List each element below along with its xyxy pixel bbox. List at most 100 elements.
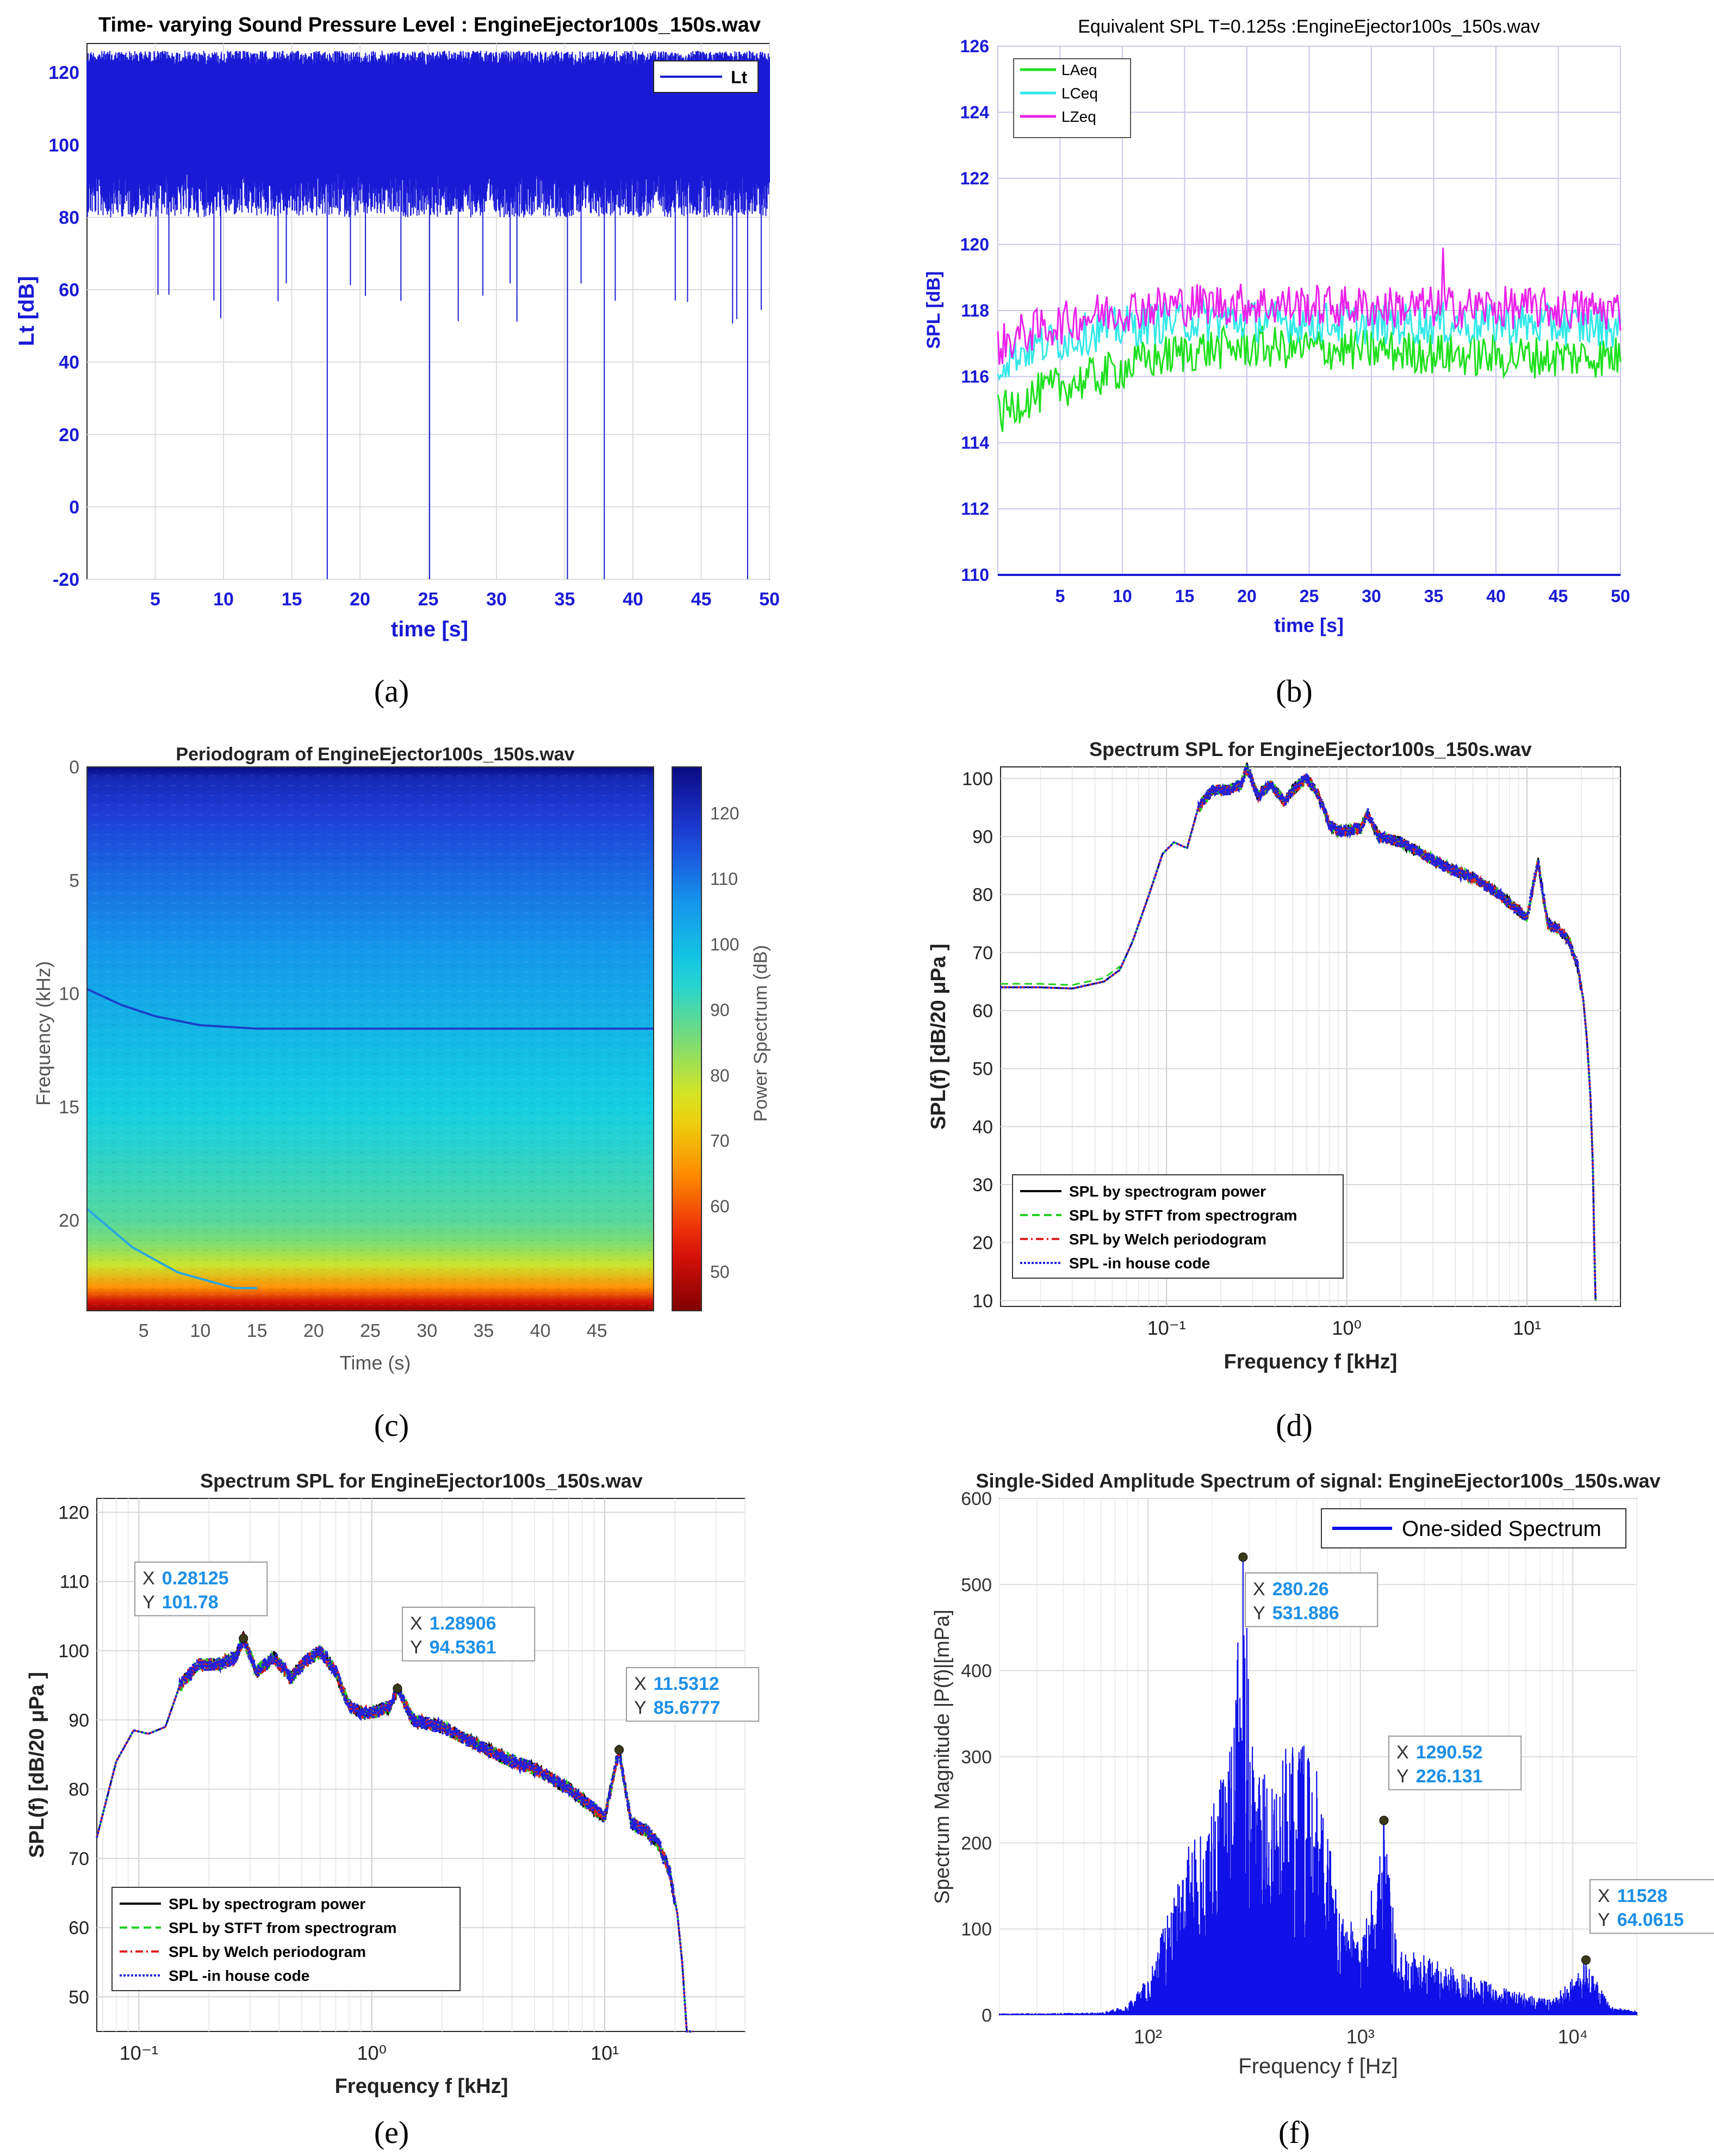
- legend-label: SPL by Welch periodogram: [169, 1943, 366, 1960]
- chart-title: Equivalent SPL T=0.125s :EngineEjector10…: [1078, 16, 1540, 37]
- colorbar-tick-label: 90: [710, 1000, 730, 1020]
- y-tick-label: 100: [48, 135, 79, 156]
- y-tick-labels: 0 5 10 15 20: [59, 757, 79, 1231]
- x-tick-label: 10⁰: [1332, 1317, 1361, 1339]
- colorbar-label: Power Spectrum (dB): [750, 945, 771, 1122]
- x-axis-label: Frequency f [kHz]: [335, 2075, 508, 2098]
- caption-c: (c): [374, 1408, 409, 1443]
- colorbar-tick-label: 70: [710, 1131, 730, 1151]
- y-tick-label: 60: [59, 280, 79, 301]
- x-tick-label: 30: [417, 1321, 437, 1341]
- datatip-y-value: 531.886: [1272, 1603, 1339, 1624]
- panel-c-chart: 50 60 70 80 90 100 110 120 5 10 15 20 25 30 35 40 45 0 5…: [32, 744, 771, 1374]
- lt-trace: [86, 51, 770, 579]
- caption-d: (d): [1276, 1408, 1313, 1443]
- datatip-marker: [393, 1684, 402, 1694]
- legend-label: One-sided Spectrum: [1402, 1517, 1601, 1541]
- y-tick-label: 100: [58, 1641, 89, 1662]
- caption-f: (f): [1278, 2115, 1310, 2150]
- y-axis-label: Spectrum Magnitude |P(f)|[mPa]: [931, 1609, 954, 1904]
- y-tick-label: 100: [962, 769, 993, 789]
- legend-label: LZeq: [1061, 108, 1096, 125]
- spectrum-bars: [998, 1557, 1638, 2015]
- y-tick-label: 400: [961, 1661, 992, 1682]
- x-tick-labels: 10⁻¹ 10⁰ 10¹: [1147, 1317, 1541, 1339]
- x-tick-label: 5: [150, 589, 160, 610]
- x-tick-label: 15: [247, 1321, 268, 1341]
- legend-label: SPL by spectrogram power: [1069, 1183, 1266, 1200]
- datatip-y-prefix: Y: [410, 1637, 423, 1658]
- y-tick-label: 50: [972, 1059, 993, 1080]
- colorbar-tick-label: 60: [710, 1197, 730, 1216]
- x-tick-label: 35: [1424, 586, 1444, 606]
- y-tick-label: 10: [972, 1291, 993, 1311]
- legend-label: SPL by STFT from spectrogram: [1069, 1207, 1297, 1224]
- y-tick-label: 110: [60, 1572, 89, 1593]
- legend: SPL by spectrogram power SPL by STFT from…: [111, 1887, 461, 1991]
- legend-label: SPL by Welch periodogram: [1069, 1231, 1266, 1248]
- x-tick-label: 10⁰: [357, 2042, 386, 2064]
- y-tick-label: 120: [58, 1502, 89, 1523]
- colorbar-tick-label: 100: [710, 934, 739, 954]
- y-tick-label: 10: [59, 984, 79, 1005]
- colorbar-tick-label: 50: [710, 1262, 730, 1282]
- x-tick-label: 30: [486, 589, 507, 610]
- datatip-y-value: 226.131: [1416, 1766, 1483, 1787]
- panel-e-chart: 10⁻¹ 10⁰ 10¹ 50 60 70 80 90 100 110 120 Spectrum …: [26, 1470, 760, 2098]
- colorbar-tick-label: 120: [710, 803, 739, 823]
- y-tick-label: 500: [961, 1575, 992, 1595]
- y-tick-label: 80: [69, 1780, 89, 1800]
- legend: Lt: [653, 60, 759, 93]
- datatip-box: [626, 1667, 760, 1722]
- x-tick-label: 45: [587, 1321, 607, 1341]
- x-tick-label: 15: [282, 589, 302, 610]
- x-tick-label: 10: [190, 1321, 210, 1341]
- datatip-x-value: 1.28906: [430, 1613, 496, 1634]
- y-axis-label: Frequency (kHz): [32, 961, 54, 1106]
- x-tick-label: 35: [473, 1321, 494, 1341]
- x-tick-label: 15: [1175, 586, 1195, 606]
- datatip-x-prefix: X: [1253, 1579, 1265, 1600]
- datatip-box: [1589, 1879, 1714, 1934]
- y-tick-label: 20: [972, 1233, 993, 1254]
- spl-series: [997, 247, 1622, 432]
- caption-e: (e): [374, 2115, 409, 2150]
- legend-label: LCeq: [1061, 85, 1098, 102]
- datatip-marker: [239, 1633, 249, 1643]
- y-tick-labels: 0 100 200 300 400 500 600: [961, 1489, 992, 2026]
- panel-d-chart: 10⁻¹ 10⁰ 10¹ 10 20 30 40 50 60 70 80 90 100 Spectru…: [927, 738, 1621, 1373]
- y-tick-label: 60: [972, 1001, 993, 1021]
- y-tick-labels: -20 0 20 40 60 80 100 120: [48, 63, 79, 590]
- colorbar-tick-label: 110: [710, 869, 738, 889]
- datatip-y-value: 64.0615: [1617, 1910, 1684, 1930]
- tone-line: [86, 988, 654, 1030]
- datatip-y-prefix: Y: [634, 1697, 647, 1718]
- datatip-y-prefix: Y: [142, 1592, 155, 1613]
- tonal-lines: [86, 988, 654, 1290]
- series-line-laeq: [997, 324, 1622, 432]
- x-tick-label: 45: [1549, 586, 1568, 606]
- series-line-lceq: [997, 298, 1622, 381]
- y-tick-label: 90: [69, 1710, 89, 1731]
- y-tick-label: 120: [48, 63, 79, 83]
- x-tick-label: 25: [360, 1321, 381, 1341]
- datatip-y-prefix: Y: [1598, 1910, 1610, 1930]
- x-tick-labels: 5 10 15 20 25 30 35 40 45 50: [150, 589, 780, 610]
- panel-a-chart: 5 10 15 20 25 30 35 40 45 50 -20 0 20 40 60 80 100 120 T…: [15, 14, 780, 641]
- y-tick-label: 70: [69, 1849, 89, 1869]
- y-tick-label: 114: [961, 433, 989, 453]
- chart-title: Spectrum SPL for EngineEjector100s_150s.…: [1089, 738, 1532, 760]
- y-tick-label: 100: [961, 1919, 992, 1940]
- legend: One-sided Spectrum: [1321, 1508, 1626, 1548]
- datatip-box: [402, 1607, 536, 1662]
- x-tick-label: 20: [350, 589, 370, 610]
- y-tick-label: 122: [960, 169, 989, 188]
- datatip-x-value: 1290.52: [1416, 1742, 1483, 1763]
- y-tick-label: 40: [972, 1117, 993, 1137]
- y-tick-labels: 10 20 30 40 50 60 70 80 90 100: [962, 769, 993, 1311]
- x-tick-label: 20: [1237, 586, 1257, 606]
- y-tick-label: 126: [960, 36, 989, 56]
- panel-f-chart: 10² 10³ 10⁴ 0 100 200 300 400 500 600 Single-Sid…: [931, 1470, 1714, 2078]
- lt-series: [86, 51, 770, 579]
- x-tick-label: 10: [213, 589, 234, 610]
